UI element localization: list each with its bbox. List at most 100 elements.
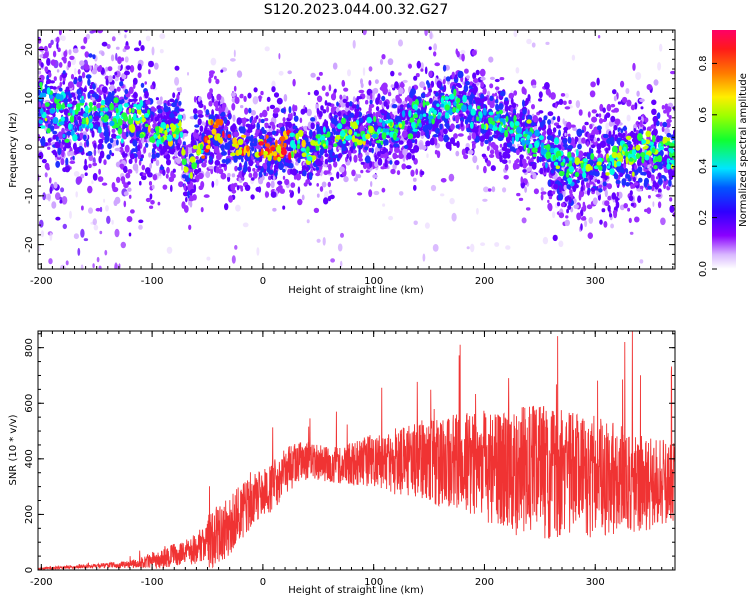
spectrogram-ridge-mark — [499, 90, 506, 97]
spectrogram-ridge-mark — [301, 194, 305, 201]
spectrogram-noise-mark — [93, 224, 99, 231]
spectrogram-ridge-mark — [504, 97, 509, 102]
spectrogram-ridge-mark — [653, 118, 657, 127]
spectrogram-ridge-mark — [156, 100, 163, 106]
spectrogram-ridge-mark — [518, 197, 524, 201]
spectrogram-ridge-mark — [132, 163, 139, 171]
spectrogram-ridge-mark — [104, 107, 109, 112]
spectrogram-ridge-mark — [589, 90, 596, 98]
spectrogram-ridge-mark — [52, 130, 58, 135]
spectrogram-noise-mark — [433, 43, 437, 51]
spectrogram-ridge-mark — [253, 138, 258, 144]
spectrogram-ridge-mark — [61, 72, 67, 79]
spectrogram-ridge-mark — [663, 182, 667, 190]
spectrogram-ridge-mark — [318, 110, 323, 118]
spectrogram-ridge-mark — [357, 174, 362, 179]
spectrogram-ridge-mark — [173, 148, 176, 153]
spectrogram-ridge-mark — [505, 148, 511, 154]
spectrogram-ridge-mark — [87, 78, 91, 86]
spectrogram-ridge-mark — [394, 81, 399, 89]
spectrogram-ridge-mark — [609, 213, 613, 218]
spectrogram-ridge-mark — [209, 88, 214, 94]
spectrogram-ridge-mark — [413, 75, 418, 81]
spectrogram-noise-mark — [398, 72, 402, 76]
spectrogram-noise-mark — [77, 247, 81, 256]
spectrogram-ridge-mark — [147, 172, 153, 178]
spectrogram-ridge-mark — [464, 68, 469, 74]
spectrogram-ridge-mark — [335, 130, 340, 136]
spectrogram-ridge-mark — [519, 111, 523, 118]
spectrogram-ridge-mark — [558, 184, 562, 193]
spectrogram-ridge-mark — [101, 41, 108, 47]
spectrogram-ridge-mark — [330, 93, 337, 101]
spectrogram-ridge-mark — [128, 158, 133, 164]
spectrogram-ridge-mark — [621, 96, 628, 103]
spectrogram-ridge-mark — [231, 103, 236, 111]
spectrogram-ridge-mark — [462, 94, 467, 103]
spectrogram-ridge-mark — [256, 156, 260, 161]
spectrogram-ridge-mark — [129, 65, 135, 73]
spectrogram-ridge-mark — [644, 117, 649, 123]
spectrogram-ridge-mark — [349, 112, 355, 118]
spectrogram-ridge-mark — [113, 188, 117, 192]
spectrogram-ridge-mark — [151, 184, 155, 190]
spectrogram-ridge-mark — [556, 125, 562, 129]
spectrogram-ridge-mark — [418, 142, 424, 150]
spectrogram-ridge-mark — [38, 70, 42, 75]
spectrogram-ridge-mark — [613, 124, 618, 131]
spectrogram-noise-mark — [562, 118, 565, 125]
spectrogram-noise-mark — [575, 100, 581, 109]
spectrogram-ridge-mark — [297, 198, 303, 206]
spectrogram-ridge-mark — [195, 155, 199, 160]
spectrogram-ridge-mark — [316, 150, 320, 156]
spectrogram-ridge-mark — [522, 99, 525, 108]
spectrogram-ridge-mark — [410, 169, 415, 177]
spectrogram-noise-mark — [352, 39, 356, 49]
spectrogram-ridge-mark — [135, 137, 140, 141]
spectrogram-ridge-mark — [445, 76, 451, 82]
spectrogram-ridge-mark — [425, 140, 431, 147]
spectrogram-ridge-mark — [155, 152, 160, 158]
spectrogram-ridge-mark — [383, 101, 388, 107]
spectrogram-ridge-mark — [516, 113, 520, 119]
spectrogram-ridge-mark — [321, 181, 327, 188]
spectrogram-ridge-mark — [654, 183, 659, 190]
spectrogram-ridge-mark — [87, 185, 93, 194]
spectrogram-ridge-mark — [624, 130, 628, 135]
spectrogram-ridge-mark — [88, 122, 94, 129]
spectrogram-ridge-mark — [461, 148, 466, 156]
spectrogram-ridge-mark — [56, 42, 59, 50]
spectrogram-ridge-mark — [138, 219, 144, 224]
spectrogram-ridge-mark — [641, 156, 645, 164]
spectrogram-ridge-mark — [521, 86, 526, 95]
spectrogram-ridge-mark — [53, 181, 58, 189]
spectrogram-ridge-mark — [122, 123, 126, 130]
spectrogram-ridge-mark — [68, 93, 73, 99]
spectrogram-ridge-mark — [538, 110, 544, 114]
spectrogram-ridge-mark — [83, 87, 87, 93]
spectrogram-ridge-mark — [384, 110, 388, 116]
spectrogram-ridge-mark — [162, 147, 166, 153]
spectrogram-noise-mark — [373, 190, 380, 196]
spectrogram-ridge-mark — [379, 59, 384, 65]
spectrogram-ridge-mark — [298, 170, 302, 175]
spectrogram-ridge-mark — [208, 76, 212, 84]
spectrogram-ridge-mark — [240, 176, 244, 181]
spectrogram-ridge-mark — [204, 159, 207, 164]
spectrogram-ridge-mark — [162, 169, 166, 176]
spectrogram-ridge-mark — [506, 153, 511, 159]
spectrogram-ridge-mark — [420, 68, 424, 72]
spectrogram-ridge-mark — [137, 153, 142, 160]
spectrogram-ridge-mark — [608, 144, 611, 151]
spectrogram-ridge-mark — [49, 94, 54, 100]
spectrogram-noise-mark — [96, 256, 100, 263]
spectrogram-ridge-mark — [127, 169, 133, 174]
spectrogram-ridge-mark — [289, 189, 292, 193]
spectrogram-ridge-mark — [472, 72, 477, 80]
spectrogram-ridge-mark — [629, 130, 635, 138]
spectrogram-ridge-mark — [316, 183, 320, 187]
spectrogram-ridge-mark — [583, 177, 589, 182]
spectrogram-ridge-mark — [179, 86, 183, 94]
spectrogram-ridge-mark — [167, 100, 170, 106]
spectrogram-noise-mark — [432, 244, 439, 252]
